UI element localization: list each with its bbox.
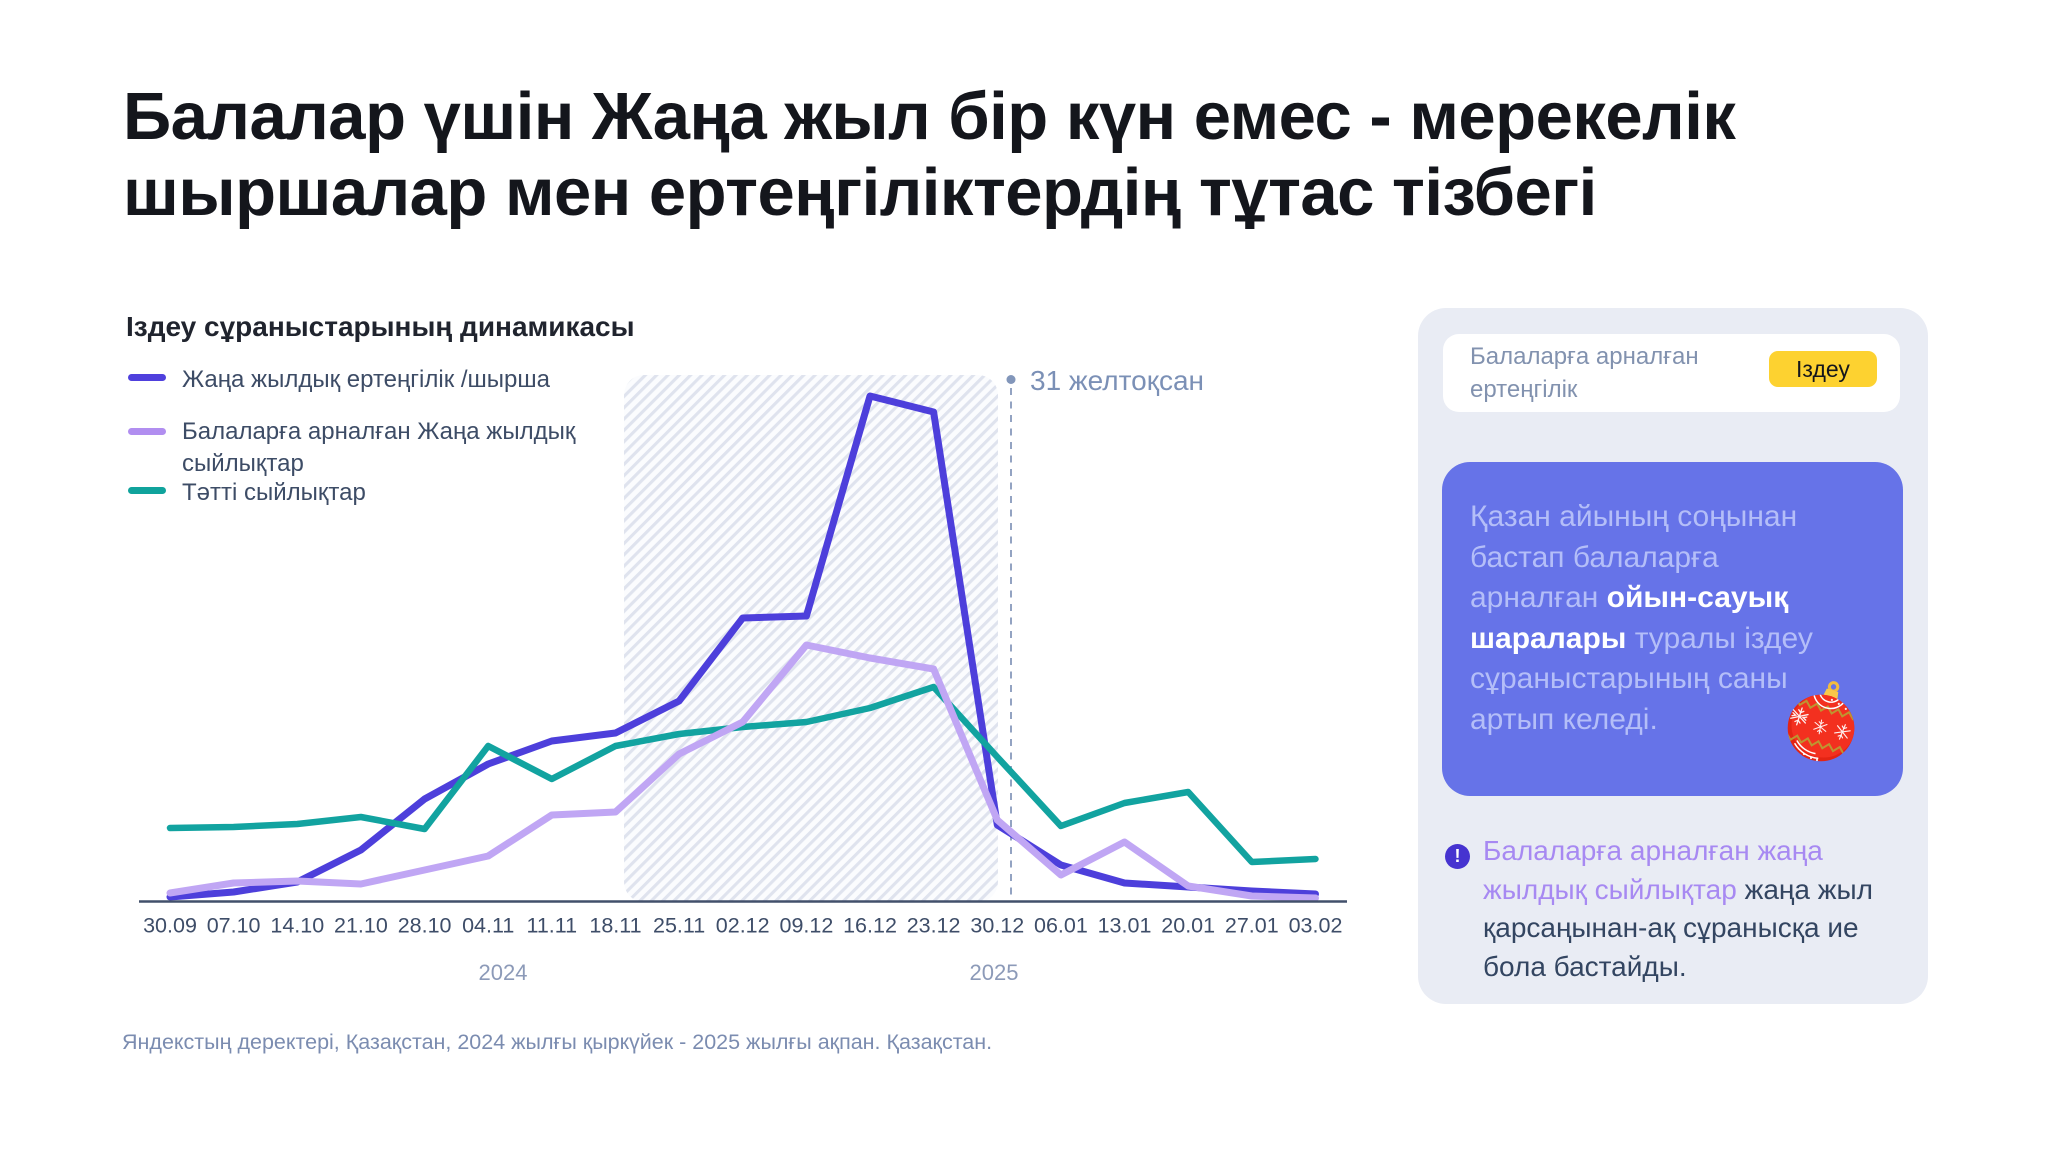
svg-text:31 желтоқсан: 31 желтоқсан: [1030, 365, 1204, 396]
svg-text:30.09: 30.09: [143, 914, 197, 938]
svg-text:03.02: 03.02: [1289, 914, 1343, 938]
svg-text:09.12: 09.12: [779, 914, 833, 938]
svg-text:16.12: 16.12: [843, 914, 897, 938]
svg-text:25.11: 25.11: [653, 914, 705, 938]
svg-text:20.01: 20.01: [1161, 914, 1215, 938]
svg-text:02.12: 02.12: [716, 914, 770, 938]
svg-text:18.11: 18.11: [589, 914, 641, 938]
svg-text:21.10: 21.10: [334, 914, 388, 938]
svg-text:2024: 2024: [479, 960, 528, 985]
svg-text:23.12: 23.12: [907, 914, 961, 938]
svg-text:04.11: 04.11: [462, 914, 514, 938]
svg-text:2025: 2025: [970, 960, 1019, 985]
svg-text:06.01: 06.01: [1034, 914, 1088, 938]
svg-text:11.11: 11.11: [526, 914, 577, 938]
svg-text:14.10: 14.10: [270, 914, 324, 938]
svg-text:07.10: 07.10: [207, 914, 261, 938]
svg-text:27.01: 27.01: [1225, 914, 1279, 938]
svg-text:30.12: 30.12: [970, 914, 1024, 938]
svg-text:13.01: 13.01: [1098, 914, 1152, 938]
svg-text:28.10: 28.10: [398, 914, 452, 938]
